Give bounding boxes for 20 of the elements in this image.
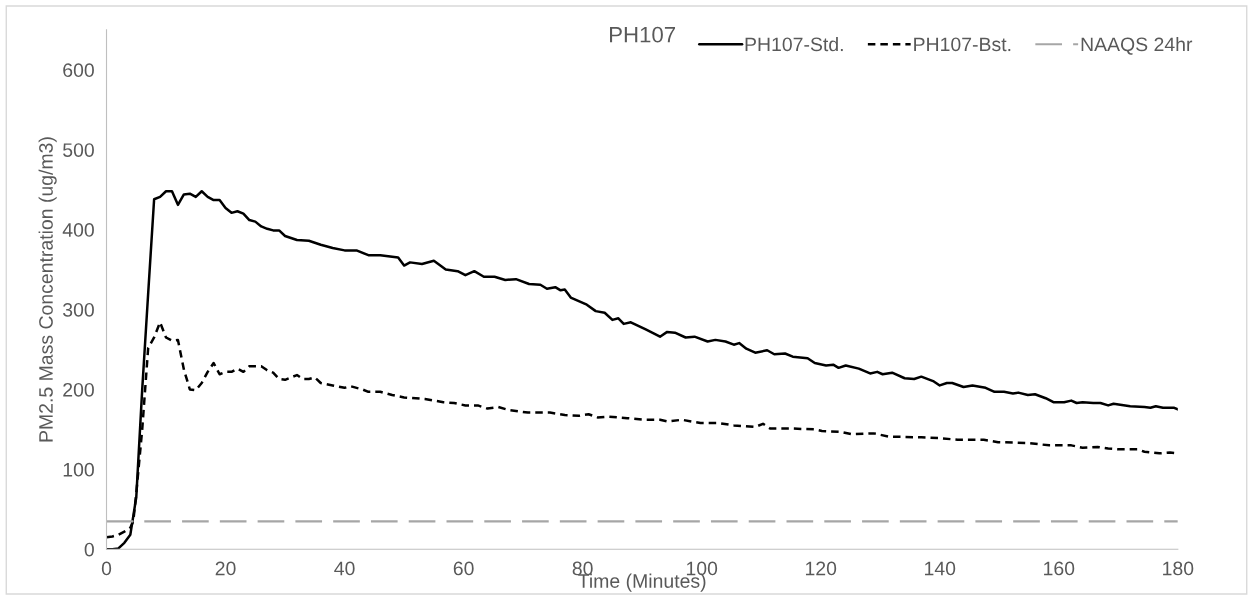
x-tick-label: 160 <box>1044 561 1075 576</box>
y-tick-label: 400 <box>62 223 94 237</box>
x-tick-label: 120 <box>805 561 837 576</box>
chart-title: PH107 <box>610 26 676 43</box>
y-tick-label: 600 <box>63 63 94 78</box>
y-tick-label: 500 <box>63 143 94 157</box>
legend-label: PH107-Bst. <box>914 37 1011 52</box>
y-tick-label: 200 <box>63 382 94 397</box>
legend-label: PH107-Std. <box>745 36 843 52</box>
y-tick-label: 100 <box>63 462 94 477</box>
x-tick-label: 20 <box>215 561 236 576</box>
legend-label: NAAQS 24hr <box>1081 36 1193 55</box>
x-tick-label: 40 <box>334 561 355 576</box>
y-tick-label: 0 <box>84 542 94 557</box>
x-tick-label: 140 <box>925 561 956 576</box>
x-tick-label: 60 <box>453 561 474 576</box>
x-tick-label: 180 <box>1163 561 1194 576</box>
y-tick-label: 300 <box>63 302 94 317</box>
x-tick-label: 0 <box>101 561 112 576</box>
y-axis-title: PM2.5 Mass Concentration (ug/m3) <box>38 137 57 442</box>
